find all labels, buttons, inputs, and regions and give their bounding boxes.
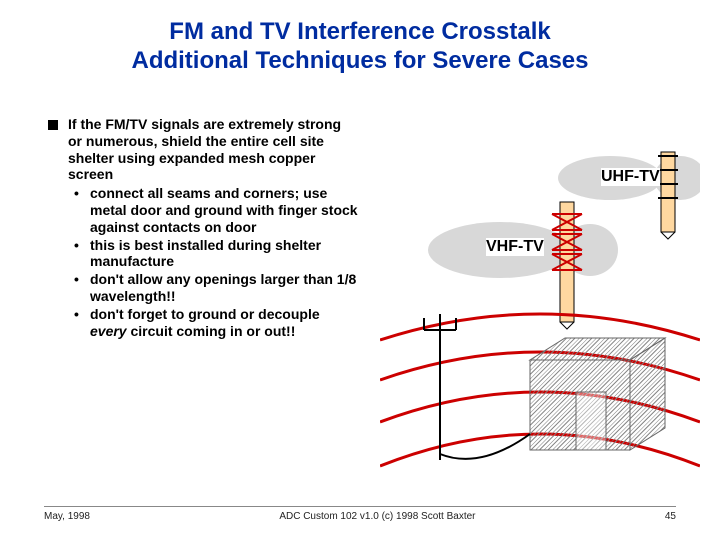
uhf-label: UHF-TV bbox=[601, 168, 660, 186]
uhf-tower bbox=[658, 152, 678, 239]
bullet-main: If the FM/TV signals are extremely stron… bbox=[48, 116, 358, 183]
shelter-door bbox=[576, 392, 606, 450]
sub-bullet: •connect all seams and corners; use meta… bbox=[74, 185, 358, 235]
sub-bullet: •don't allow any openings larger than 1/… bbox=[74, 271, 358, 305]
vhf-label: VHF-TV bbox=[486, 238, 544, 256]
slide-title: FM and TV Interference Crosstalk Additio… bbox=[0, 18, 720, 76]
footer-date: May, 1998 bbox=[44, 511, 90, 522]
bullet-dot-icon: • bbox=[74, 237, 86, 254]
slide-footer: May, 1998 ADC Custom 102 v1.0 (c) 1998 S… bbox=[44, 506, 676, 522]
slide: FM and TV Interference Crosstalk Additio… bbox=[0, 0, 720, 540]
sub-bullet-list: •connect all seams and corners; use meta… bbox=[74, 185, 358, 339]
shelter-cube bbox=[530, 338, 665, 450]
title-line-1: FM and TV Interference Crosstalk bbox=[0, 18, 720, 47]
antenna-diagram: UHF-TV VHF-TV bbox=[380, 130, 700, 490]
footer-page: 45 bbox=[665, 511, 676, 522]
title-line-2: Additional Techniques for Severe Cases bbox=[0, 47, 720, 76]
sub-bullet-text: don't forget to ground or decouple every… bbox=[90, 306, 358, 340]
square-bullet-icon bbox=[48, 120, 58, 130]
bullet-dot-icon: • bbox=[74, 185, 86, 202]
content-block: If the FM/TV signals are extremely stron… bbox=[48, 116, 358, 340]
bullet-dot-icon: • bbox=[74, 271, 86, 288]
footer-center: ADC Custom 102 v1.0 (c) 1998 Scott Baxte… bbox=[279, 511, 475, 522]
bullet-dot-icon: • bbox=[74, 306, 86, 323]
sub-bullet: •don't forget to ground or decouple ever… bbox=[74, 306, 358, 340]
bullet-main-text: If the FM/TV signals are extremely stron… bbox=[68, 116, 358, 183]
sub-bullet-text: this is best installed during shelter ma… bbox=[90, 237, 358, 271]
sub-bullet-text: don't allow any openings larger than 1/8… bbox=[90, 271, 358, 305]
sub-bullet-text: connect all seams and corners; use metal… bbox=[90, 185, 358, 235]
sub-bullet: •this is best installed during shelter m… bbox=[74, 237, 358, 271]
